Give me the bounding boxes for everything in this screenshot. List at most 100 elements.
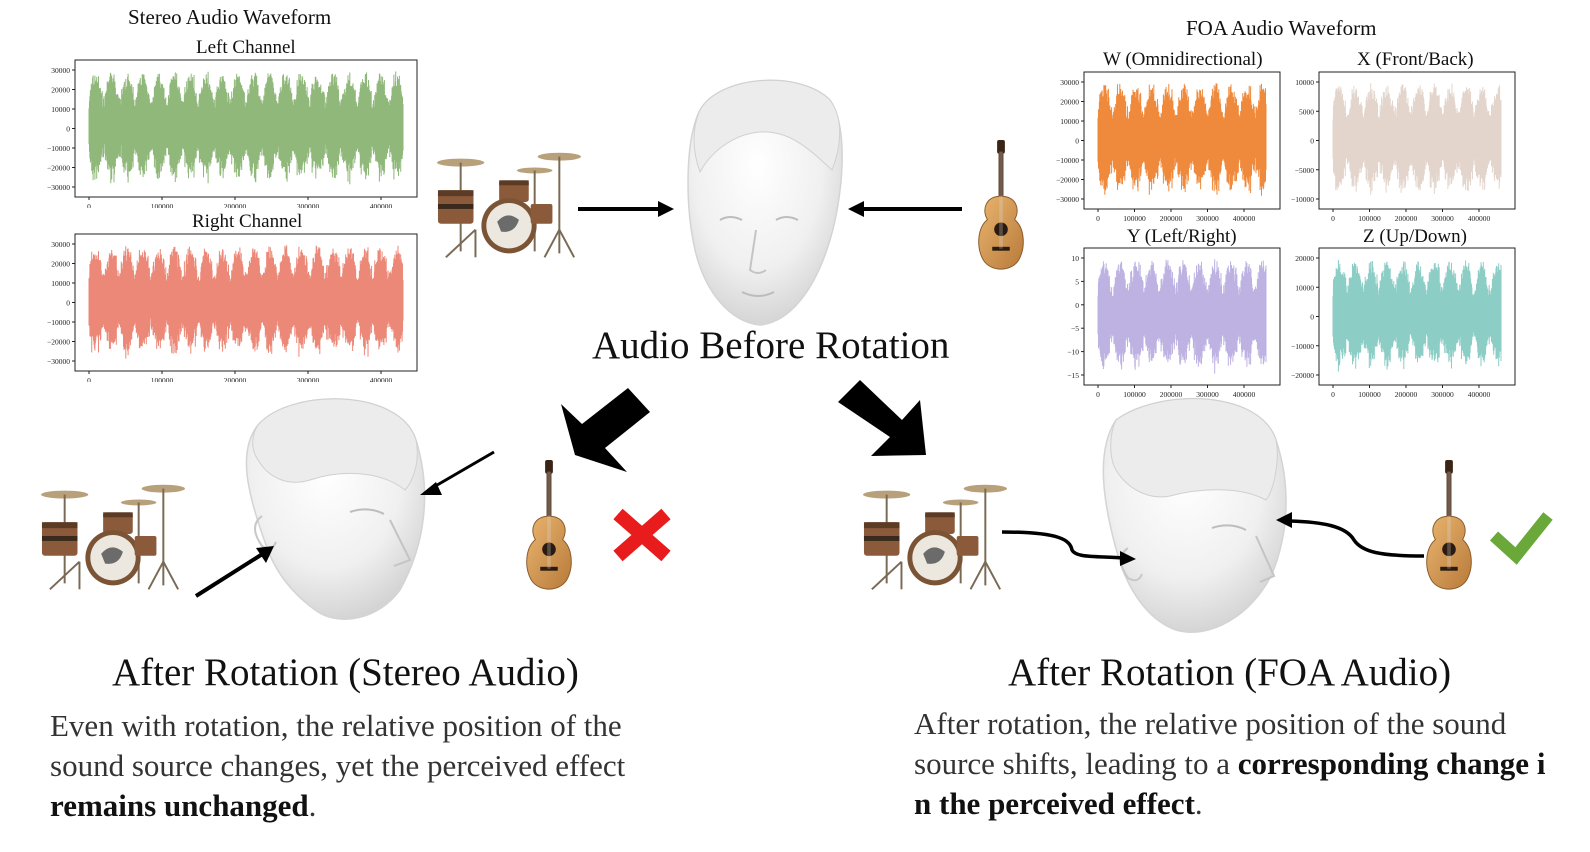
y-tick-label: −10 [1067,348,1079,357]
x-tick-label: 0 [87,202,91,208]
foa-w-title: W (Omnidirectional) [1103,49,1263,70]
right-head [1102,398,1287,633]
waveform-trace [1332,260,1502,372]
waveform-trace [1332,83,1502,195]
y-tick-label: 5 [1075,277,1079,286]
x-tick-label: 300000 [1196,390,1219,399]
y-tick-label: 20000 [1295,254,1314,263]
right-caption: After Rotation (FOA Audio) [1008,651,1452,694]
left-head [245,398,426,620]
left-channel-title: Left Channel [196,37,296,58]
y-tick-label: −20000 [47,164,70,173]
foa-x-plot: 10000 5000 0 −5000 −10000 0 100000 200000 300000… [1291,71,1516,223]
y-tick-label: 0 [66,299,70,308]
x-tick-label: 0 [1331,214,1335,223]
y-tick-label: 10000 [51,105,70,114]
y-tick-label: 10000 [1295,78,1314,87]
left-caption: After Rotation (Stereo Audio) [112,651,579,694]
x-tick-label: 100000 [151,202,174,208]
y-tick-label: 0 [1075,137,1079,146]
stereo-waveform-title: Stereo Audio Waveform [128,5,332,29]
center-caption: Audio Before Rotation [592,324,950,367]
y-tick-label: 0 [1075,301,1079,310]
y-tick-label: −10000 [1056,156,1079,165]
x-tick-label: 0 [1331,390,1335,399]
x-tick-label: 100000 [1123,214,1146,223]
foa-y-title: Y (Left/Right) [1127,226,1237,247]
foa-z-title: Z (Up/Down) [1363,226,1467,247]
left-description: Even with rotation, the relative positio… [50,708,626,823]
correct-mark-icon [1489,512,1553,565]
big-arrow-down-left [561,388,650,472]
x-tick-label: 100000 [1358,214,1381,223]
x-tick-label: 200000 [1160,390,1183,399]
y-tick-label: −30000 [1056,195,1079,204]
right-channel-title: Right Channel [192,211,303,232]
right-curved-arrow-guitar [1276,512,1425,558]
x-tick-label: 200000 [1395,214,1418,223]
x-tick-label: 300000 [1431,390,1454,399]
x-tick-label: 300000 [297,376,320,382]
y-tick-label: 0 [66,125,70,134]
center-drums [436,151,583,259]
y-tick-label: 0 [1310,313,1314,322]
right-description: After rotation, the relative position of… [914,706,1546,821]
waveform-trace [1097,259,1267,374]
right-drums [862,483,1009,591]
x-tick-label: 200000 [224,202,247,208]
waveform-trace [1097,83,1267,196]
x-tick-label: 100000 [1358,390,1381,399]
left-arrow-from-guitar [420,450,495,495]
left-guitar [526,459,572,590]
center-head [687,79,843,326]
left-arrow-to-ear [194,546,274,598]
y-tick-label: 20000 [1060,98,1079,107]
plot-frame [1083,247,1281,386]
x-tick-label: 400000 [370,376,393,382]
x-tick-label: 200000 [1395,390,1418,399]
y-tick-label: 0 [1310,137,1314,146]
y-tick-label: 10000 [51,279,70,288]
left-drums [40,483,187,591]
right-guitar [1426,459,1472,590]
x-tick-label: 300000 [1431,214,1454,223]
foa-y-plot: 10 5 0 −5 −10 −15 0 100000 200000 300000 400000 [1067,247,1281,399]
wrong-mark-icon [613,508,671,562]
y-tick-label: −5 [1071,324,1079,333]
y-tick-label: 20000 [51,86,70,95]
y-tick-label: −20000 [1056,176,1079,185]
x-tick-label: 0 [87,376,91,382]
x-tick-label: 100000 [1123,390,1146,399]
y-tick-label: −15 [1067,371,1079,380]
y-tick-label: −30000 [47,183,70,192]
right-curved-arrow-drums [1001,530,1136,566]
y-tick-label: 30000 [1060,78,1079,87]
center-guitar [978,139,1024,270]
y-tick-label: 10000 [1060,117,1079,126]
x-tick-label: 100000 [151,376,174,382]
y-tick-label: 10 [1072,254,1080,263]
y-tick-label: −10000 [1291,342,1314,351]
y-tick-label: −10000 [47,144,70,153]
y-tick-label: −20000 [1291,371,1314,380]
waveform-trace [88,71,404,185]
x-tick-label: 400000 [370,202,393,208]
y-tick-label: −5000 [1295,166,1314,175]
x-tick-label: 200000 [1160,214,1183,223]
y-tick-label: 5000 [1299,107,1314,116]
foa-x-title: X (Front/Back) [1357,49,1474,70]
x-tick-label: 400000 [1468,214,1491,223]
x-tick-label: 400000 [1233,214,1256,223]
y-tick-label: −30000 [47,357,70,366]
x-tick-label: 0 [1096,214,1100,223]
x-tick-label: 0 [1096,390,1100,399]
center-left-arrow [578,201,674,217]
y-tick-label: 20000 [51,260,70,269]
y-tick-label: 30000 [51,240,70,249]
x-tick-label: 400000 [1468,390,1491,399]
